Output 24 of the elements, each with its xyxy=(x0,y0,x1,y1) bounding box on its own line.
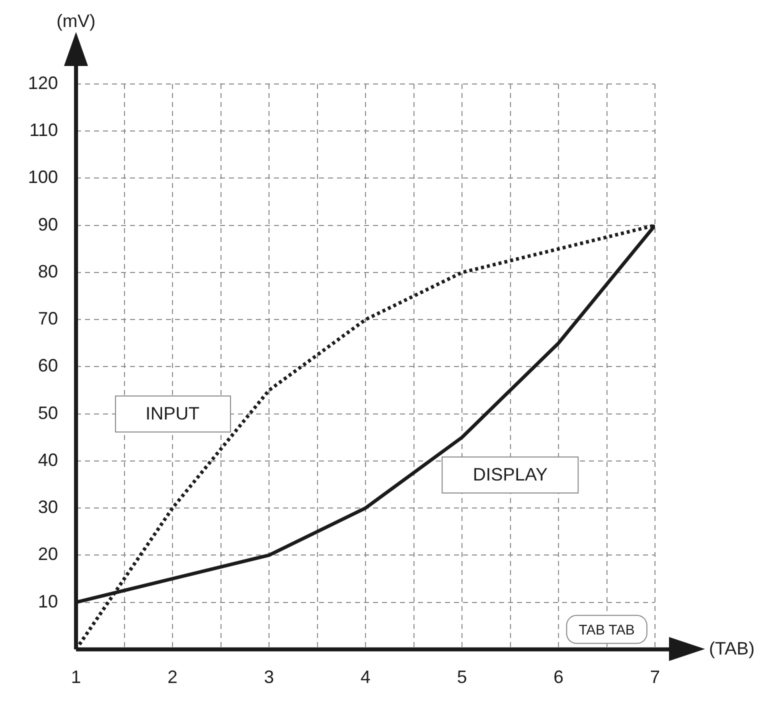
y-tick-label: 10 xyxy=(38,591,58,612)
y-tick-label: 40 xyxy=(38,450,58,470)
label-box: DISPLAY xyxy=(442,456,579,494)
x-tick-label: 2 xyxy=(168,667,178,688)
x-tick-label: 4 xyxy=(360,667,371,688)
x-tick-label: 3 xyxy=(264,667,274,688)
y-tick-label: 110 xyxy=(29,120,58,140)
y-tick-label: 30 xyxy=(38,497,58,518)
y-tick-label: 80 xyxy=(38,261,58,282)
y-tick-label: 100 xyxy=(28,167,58,188)
x-tick-label: 6 xyxy=(554,667,564,688)
y-tick-label: 70 xyxy=(38,308,58,329)
x-axis-title: (TAB) xyxy=(709,638,755,658)
y-tick-label: 50 xyxy=(38,402,58,423)
x-tick-label: 1 xyxy=(71,667,82,688)
y-tick-label: 20 xyxy=(38,544,58,564)
y-axis-title: (mV) xyxy=(56,10,96,31)
annotation: TAB TAB xyxy=(578,621,635,638)
x-tick-label: 7 xyxy=(650,667,660,688)
y-tick-label: 120 xyxy=(28,72,58,93)
x-tick-label: 5 xyxy=(457,667,468,688)
label-box: INPUT xyxy=(114,395,231,432)
y-tick-label: 60 xyxy=(38,356,58,376)
y-tick-label: 90 xyxy=(38,214,58,234)
